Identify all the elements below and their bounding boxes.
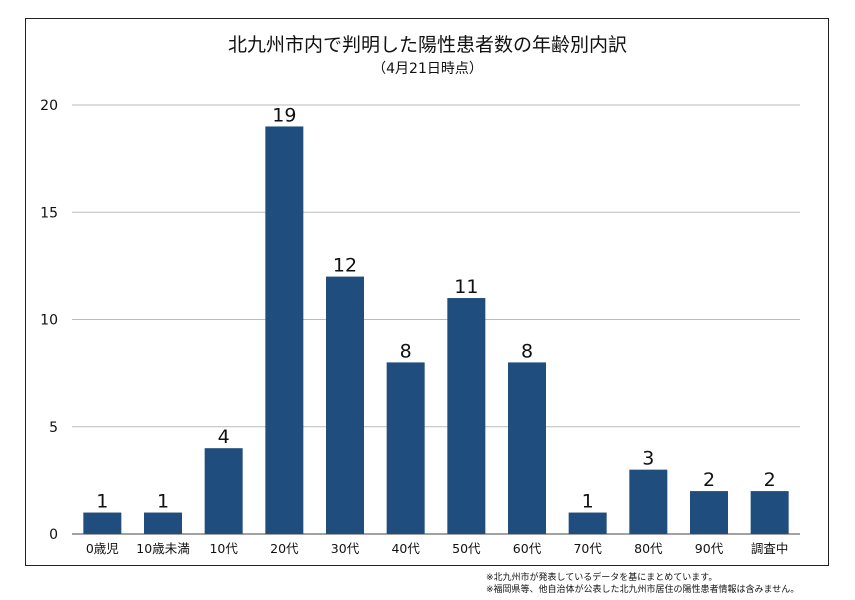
bar bbox=[144, 512, 182, 534]
data-label: 12 bbox=[333, 255, 357, 277]
data-label: 1 bbox=[96, 491, 108, 513]
x-tick-label: 30代 bbox=[331, 541, 360, 556]
footnote: ※福岡県等、他自治体が公表した北九州市居住の陽性患者情報は含みません。 bbox=[486, 585, 800, 595]
bar bbox=[204, 448, 243, 534]
data-label: 8 bbox=[400, 340, 412, 362]
data-label: 4 bbox=[218, 426, 230, 448]
data-label: 8 bbox=[521, 340, 533, 362]
y-tick-label: 0 bbox=[49, 527, 58, 543]
y-tick-label: 10 bbox=[40, 313, 58, 329]
y-tick-label: 20 bbox=[40, 98, 58, 114]
data-label: 2 bbox=[764, 469, 776, 491]
data-label: 1 bbox=[582, 491, 594, 513]
x-tick-label: 50代 bbox=[452, 541, 481, 556]
bar bbox=[386, 362, 425, 534]
data-label: 1 bbox=[157, 491, 169, 513]
bar bbox=[568, 512, 607, 534]
x-tick-label: 70代 bbox=[573, 541, 602, 556]
bar bbox=[447, 298, 486, 534]
bar bbox=[750, 491, 789, 534]
data-label: 2 bbox=[703, 469, 715, 491]
bar bbox=[690, 491, 728, 534]
footnotes: ※北九州市が発表しているデータを基にまとめています。 ※福岡県等、他自治体が公表… bbox=[486, 572, 799, 596]
chart-title: 北九州市内で判明した陽性患者数の年齢別内訳 bbox=[227, 34, 627, 56]
bar bbox=[508, 362, 546, 534]
y-tick-label: 15 bbox=[40, 205, 58, 221]
x-tick-label: 90代 bbox=[695, 541, 724, 556]
y-tick-label: 5 bbox=[49, 420, 58, 436]
x-tick-label: 20代 bbox=[270, 541, 299, 556]
x-tick-label: 10歳未満 bbox=[136, 541, 189, 556]
bar bbox=[83, 512, 122, 534]
x-tick-label: 40代 bbox=[391, 541, 420, 556]
data-label: 19 bbox=[272, 104, 296, 126]
data-label: 11 bbox=[454, 276, 478, 298]
chart-subtitle: （4月21日時点） bbox=[372, 61, 483, 77]
x-tick-label: 0歳児 bbox=[86, 541, 119, 556]
x-tick-label: 80代 bbox=[634, 541, 663, 556]
bar bbox=[629, 469, 668, 534]
chart-frame bbox=[25, 18, 829, 566]
x-tick-label: 10代 bbox=[209, 541, 238, 556]
x-tick-label: 調査中 bbox=[751, 541, 789, 556]
x-tick-label: 60代 bbox=[513, 541, 542, 556]
bar bbox=[326, 276, 364, 534]
bar bbox=[265, 126, 304, 534]
footnote: ※北九州市が発表しているデータを基にまとめています。 bbox=[486, 573, 718, 583]
data-label: 3 bbox=[642, 448, 654, 470]
